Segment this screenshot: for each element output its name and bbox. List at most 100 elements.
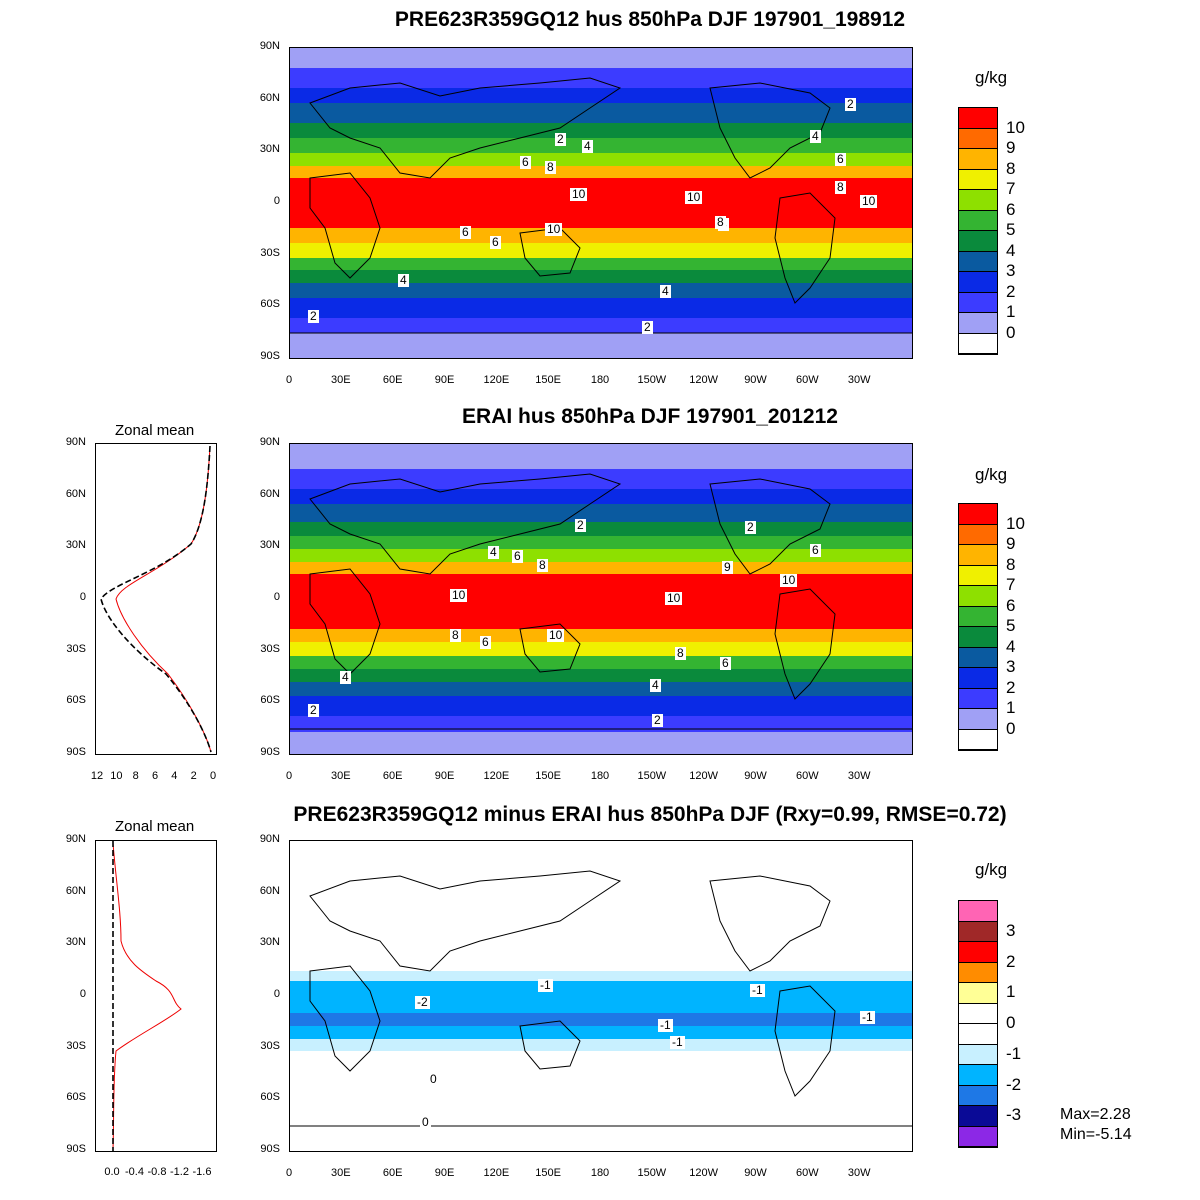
colorbar-swatch [959,149,997,170]
contour-label: -2 [415,995,430,1009]
lon-tick-label: 120W [689,1167,719,1179]
contour-label: 2 [652,713,663,727]
zonal-x-tick-label: -0.8 [147,1166,167,1178]
coastline [309,965,381,1072]
lon-tick-label: 150E [535,1167,562,1179]
colorbar-swatch [959,606,997,627]
contour-label: 0 [428,1072,439,1086]
colorbar-label: 1 [1006,982,1016,1002]
color-band [290,283,912,298]
colorbar-swatch [959,1024,997,1045]
lon-tick-label: 90W [744,1167,767,1179]
colorbar-swatch [959,333,997,354]
zonal-lat-tick-label: 60N [65,884,86,897]
colorbar-swatch [959,251,997,272]
color-band [290,333,912,358]
contour-label: 10 [780,573,798,587]
colorbar-swatch [959,128,997,149]
colorbar-swatch [959,272,997,293]
color-band [290,166,912,178]
colorbar-swatch [959,210,997,231]
lat-tick-label: 90S [260,350,280,362]
colorbar-unit-1: g/kg [975,68,1008,87]
lat-tick-label: 90N [259,436,280,448]
colorbar-swatch [959,1065,997,1086]
colorbar-swatch [959,729,997,750]
zonal-lat-tick-label: 90N [65,436,86,448]
zonal-mean-plot-diff [95,840,217,1152]
zonal-x-tick-label: 8 [132,770,139,782]
colorbar-swatch [959,962,997,983]
colorbar-label: 8 [1006,554,1016,574]
colorbar-label: 6 [1006,595,1016,615]
colorbar-label: 4 [1006,636,1016,656]
contour-label: 6 [810,543,821,557]
colorbar-label: 0 [1006,718,1016,738]
color-band [290,656,912,669]
color-band [290,270,912,283]
color-band [290,48,912,68]
contour-label: 6 [512,549,523,563]
coastline [774,985,836,1097]
colorbar-swatch [959,1085,997,1106]
obs-map-svg [290,444,912,754]
zonal-mean-obs-line [100,445,212,753]
lon-tick-label: 90W [744,374,767,386]
lat-tick-label: 60S [260,694,280,707]
colorbar-label: 1 [1006,698,1016,717]
colorbar-swatch [959,983,997,1004]
lat-tick-label: 90S [260,1143,280,1155]
zonal-lat-tick-label: 60S [66,1091,86,1104]
lon-tick-label: 90E [434,1167,455,1179]
contour-label: 4 [488,545,499,559]
colorbar-swatch [959,942,997,963]
coastline [309,473,622,575]
colorbar-label: 0 [1006,322,1016,342]
zonal-mean-plot-obs [95,443,217,755]
coastline [774,192,836,304]
color-band [290,841,912,971]
color-band [290,444,912,469]
contour-label: 2 [642,320,653,334]
lat-tick-label: 90N [259,833,280,845]
zonal-x-tick-label: 6 [151,770,159,782]
colorbar-label: -2 [1006,1074,1022,1094]
color-band [290,522,912,536]
colorbar-swatch [959,190,997,211]
color-band [290,696,912,716]
lon-tick-label: 0 [285,1167,293,1179]
contour-label: 4 [340,670,351,684]
colorbar-label: 5 [1006,220,1016,239]
color-band [290,123,912,138]
colorbar-label: 6 [1006,199,1016,219]
panel-3-title: PRE623R359GQ12 minus ERAI hus 850hPa DJF… [293,803,1007,826]
zonal-x-tick-label: 0 [209,770,217,782]
colorbar-label: 7 [1006,179,1016,198]
contour-label: 10 [547,628,565,642]
color-band [290,258,912,270]
color-band [290,138,912,153]
colorbar-unit-2: g/kg [975,465,1008,484]
colorbar-swatch [959,108,997,129]
contour-label: -1 [670,1035,685,1049]
colorbar-label: 2 [1006,677,1016,697]
contour-label: 4 [810,129,821,143]
lon-tick-label: 180 [590,1167,610,1179]
lon-tick-label: 150E [535,374,562,386]
color-band [290,971,912,981]
zonal-lat-tick-label: 30S [66,1039,86,1052]
colorbar-label: 8 [1006,158,1016,178]
lat-tick-label: 0 [273,591,280,603]
model-map-svg [290,48,912,358]
colorbar-swatch [959,1126,997,1147]
contour-label: 6 [720,656,731,670]
model-humidity-map: 242684610108861044228610 [289,47,913,359]
colorbar-swatch [959,524,997,545]
color-band [290,178,912,228]
coastline [309,568,381,675]
contour-label: 0 [420,1115,431,1129]
lon-tick-label: 30E [331,374,351,386]
panel-1-title: PRE623R359GQ12 hus 850hPa DJF 197901_198… [394,8,906,31]
zonal-x-tick-label: 12 [90,770,104,782]
colorbar-label: 2 [1006,951,1016,971]
